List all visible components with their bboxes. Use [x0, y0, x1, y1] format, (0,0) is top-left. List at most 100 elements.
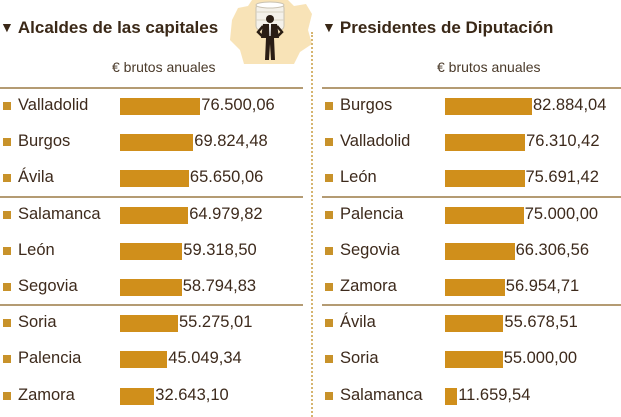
- bar: [445, 242, 515, 260]
- mayor-bar-row: Palencia 45.049,34: [0, 343, 305, 379]
- value-label: 59.318,50: [183, 240, 257, 259]
- bullet-square-icon: [325, 246, 333, 255]
- mayors-title: ▼ Alcaldes de las capitales: [0, 18, 218, 38]
- group-divider: [0, 195, 303, 198]
- mayor-bar-row: Ávila 65.650,06: [0, 162, 305, 198]
- bar: [445, 279, 505, 296]
- president-bar-row: Soria 55.000,00: [322, 343, 621, 379]
- mayors-title-text: Alcaldes de las capitales: [17, 18, 219, 37]
- category-label: Zamora: [18, 385, 75, 404]
- mayor-bar-row: Zamora 32.643,10: [0, 380, 305, 416]
- category-label: Soria: [18, 313, 57, 332]
- bar: [445, 134, 526, 152]
- category-label: León: [18, 240, 55, 259]
- presidents-title-text: Presidentes de Diputación: [339, 18, 554, 37]
- value-label: 76.310,42: [526, 132, 600, 151]
- value-label: 75.691,42: [525, 168, 599, 187]
- group-divider: [322, 304, 621, 307]
- bar: [120, 242, 183, 260]
- bullet-square-icon: [3, 319, 11, 328]
- mayor-bar-row: León 59.318,50: [0, 235, 305, 271]
- bar: [445, 315, 504, 333]
- category-label: León: [340, 168, 377, 187]
- bar: [120, 351, 168, 369]
- category-label: Salamanca: [18, 204, 101, 223]
- bar: [120, 170, 189, 188]
- bar: [120, 98, 201, 115]
- bullet-square-icon: [325, 283, 333, 291]
- president-bar-row: Palencia 75.000,00: [322, 199, 621, 235]
- value-label: 55.678,51: [504, 313, 578, 332]
- emblem-man-coins-icon: [230, 0, 312, 64]
- value-label: 64.979,82: [189, 204, 263, 223]
- bar: [445, 206, 524, 224]
- bullet-square-icon: [325, 319, 333, 328]
- president-bar-row: Burgos 82.884,04: [322, 90, 621, 126]
- president-bar-row: Zamora 56.954,71: [322, 271, 621, 307]
- column-divider: [311, 32, 313, 417]
- bullet-square-icon: [3, 355, 11, 364]
- bar: [120, 315, 178, 333]
- bullet-square-icon: [325, 174, 333, 183]
- category-label: Segovia: [340, 240, 400, 259]
- bullet-square-icon: [325, 210, 333, 219]
- category-label: Palencia: [18, 349, 82, 368]
- group-divider: [0, 87, 303, 89]
- category-label: Ávila: [18, 168, 54, 187]
- president-bar-row: León 75.691,42: [322, 162, 621, 198]
- bullet-square-icon: [325, 355, 333, 364]
- presidents-units-label: € brutos anuales: [437, 59, 541, 75]
- bar: [120, 387, 155, 405]
- category-label: Ávila: [340, 313, 376, 332]
- category-label: Palencia: [340, 204, 404, 223]
- group-divider: [0, 304, 303, 307]
- bullet-square-icon: [3, 102, 11, 110]
- group-divider: [322, 87, 621, 89]
- bullet-square-icon: [325, 391, 333, 400]
- bullet-square-icon: [325, 138, 333, 147]
- mayors-units-label: € brutos anuales: [112, 59, 216, 75]
- bar: [120, 134, 194, 152]
- bar: [445, 170, 525, 188]
- bullet-square-icon: [325, 102, 333, 110]
- value-label: 55.000,00: [503, 349, 578, 368]
- triangle-down-icon: ▼: [322, 19, 336, 35]
- value-label: 75.000,00: [524, 204, 599, 223]
- value-label: 65.650,06: [189, 168, 264, 187]
- presidents-title: ▼ Presidentes de Diputación: [322, 18, 553, 38]
- value-label: 55.275,01: [179, 313, 253, 332]
- group-divider: [322, 195, 621, 198]
- value-label: 11.659,54: [458, 385, 531, 404]
- value-label: 69.824,48: [194, 132, 268, 151]
- bar: [445, 387, 458, 405]
- value-label: 45.049,34: [168, 349, 242, 368]
- value-label: 32.643,10: [155, 385, 229, 404]
- value-label: 58.794,83: [182, 277, 257, 295]
- mayor-bar-row: Soria 55.275,01: [0, 307, 305, 343]
- category-label: Valladolid: [340, 132, 411, 151]
- bullet-square-icon: [3, 138, 11, 147]
- president-bar-row: Segovia 66.306,56: [322, 235, 621, 271]
- president-bar-row: Valladolid 76.310,42: [322, 126, 621, 162]
- bullet-square-icon: [3, 391, 11, 400]
- category-label: Soria: [340, 349, 379, 368]
- mayor-bar-row: Salamanca 64.979,82: [0, 199, 305, 235]
- value-label: 82.884,04: [533, 96, 607, 114]
- mayor-bar-row: Burgos 69.824,48: [0, 126, 305, 162]
- category-label: Valladolid: [18, 96, 89, 114]
- bar: [445, 98, 532, 115]
- category-label: Zamora: [340, 277, 397, 295]
- bar: [120, 206, 189, 224]
- category-label: Segovia: [18, 277, 78, 295]
- bullet-square-icon: [3, 174, 11, 183]
- president-bar-row: Ávila 55.678,51: [322, 307, 621, 343]
- triangle-down-icon: ▼: [0, 19, 14, 35]
- bar: [120, 279, 182, 296]
- bar: [445, 351, 503, 369]
- value-label: 76.500,06: [201, 96, 275, 114]
- category-label: Salamanca: [340, 385, 423, 404]
- category-label: Burgos: [18, 132, 71, 151]
- value-label: 66.306,56: [515, 240, 589, 259]
- value-label: 56.954,71: [505, 277, 580, 295]
- category-label: Burgos: [340, 96, 393, 114]
